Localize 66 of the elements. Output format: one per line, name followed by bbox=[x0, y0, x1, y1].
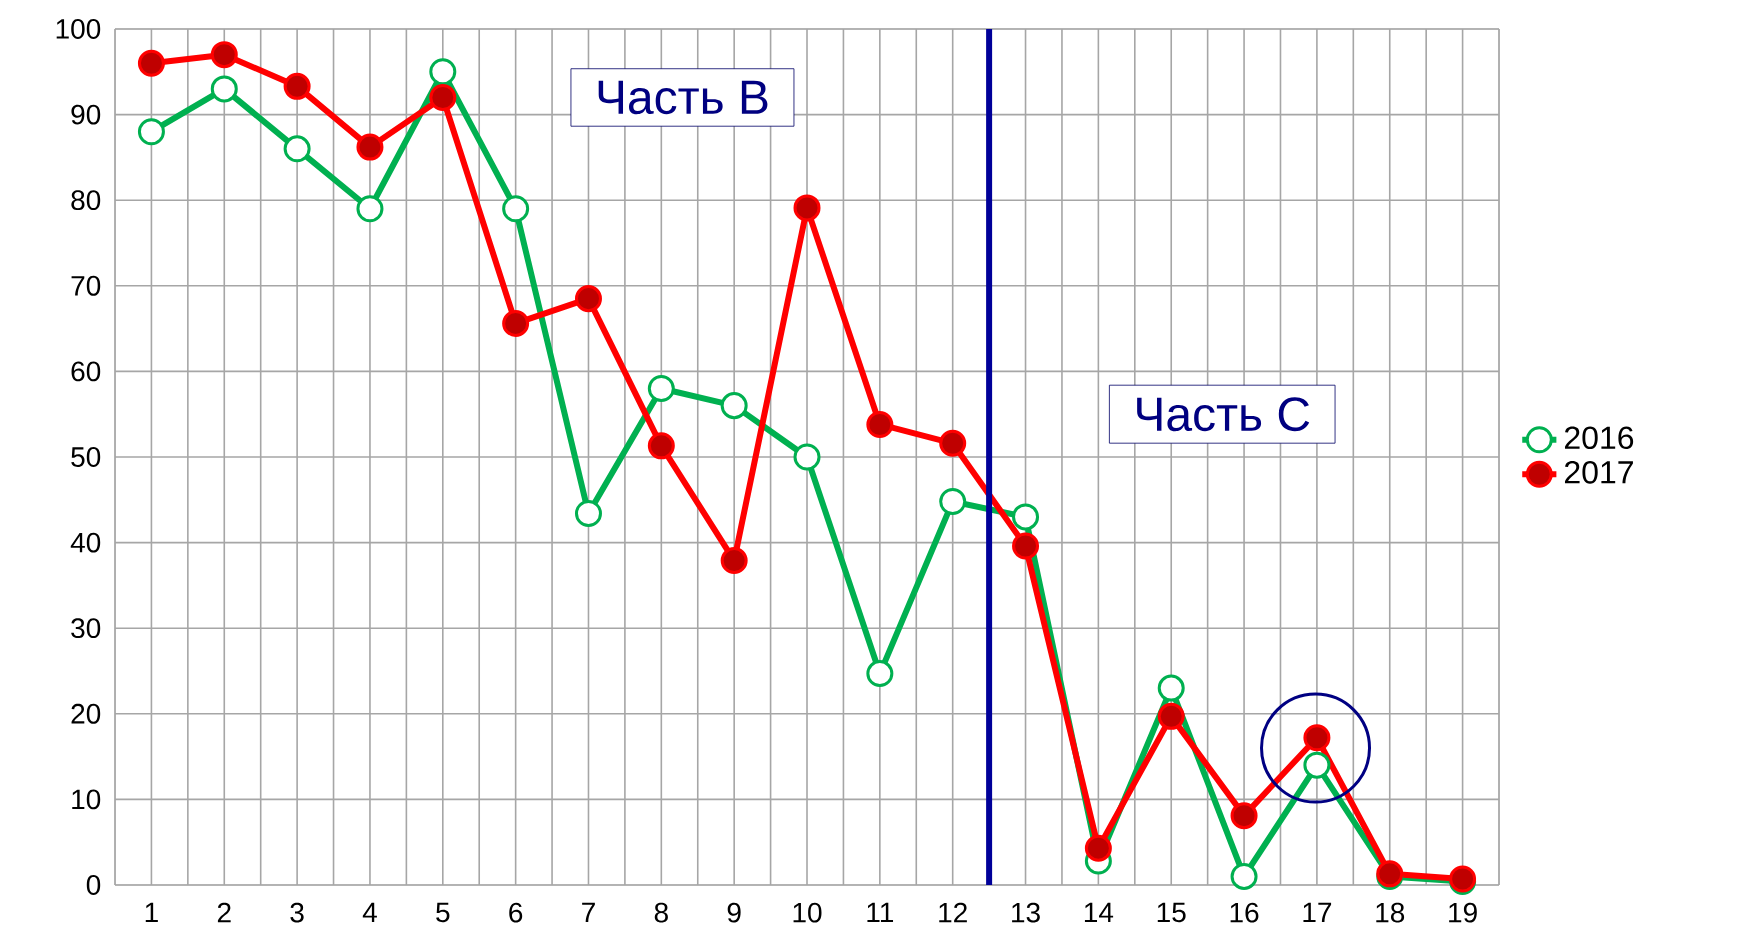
point bbox=[939, 429, 967, 457]
point bbox=[720, 547, 748, 575]
x-tick-label: 3 bbox=[290, 902, 304, 923]
x-tick-label: 4 bbox=[362, 902, 377, 922]
point bbox=[210, 41, 238, 69]
point bbox=[1303, 751, 1331, 779]
x-tick-label: 14 bbox=[1084, 902, 1114, 922]
point bbox=[429, 58, 457, 86]
y-tick-label: 0 bbox=[86, 875, 101, 895]
point bbox=[502, 309, 530, 337]
point bbox=[793, 194, 821, 222]
y-tick-label: 100 bbox=[56, 19, 101, 39]
point bbox=[356, 195, 384, 223]
x-tick-label: 16 bbox=[1230, 902, 1259, 923]
point bbox=[429, 83, 457, 111]
point bbox=[1230, 802, 1258, 830]
point bbox=[866, 410, 894, 438]
y-tick-label: 50 bbox=[71, 447, 101, 467]
y-tick-label: 40 bbox=[70, 532, 101, 553]
x-tick-label: 7 bbox=[582, 902, 595, 922]
point bbox=[502, 195, 530, 223]
legend-label: 2017 bbox=[1564, 461, 1633, 484]
point bbox=[574, 499, 602, 527]
x-tick-label: 6 bbox=[509, 902, 523, 923]
x-tick-label: 15 bbox=[1157, 902, 1186, 923]
point bbox=[1157, 702, 1185, 730]
x-tick-label: 9 bbox=[727, 902, 741, 923]
x-tick-label: 10 bbox=[793, 902, 822, 923]
y-tick-label: 80 bbox=[71, 190, 101, 211]
y-tick-label: 20 bbox=[71, 703, 101, 724]
point bbox=[866, 660, 894, 688]
point bbox=[356, 133, 384, 161]
point bbox=[210, 75, 238, 103]
point bbox=[1157, 674, 1185, 702]
legend-label: 2016 bbox=[1564, 426, 1634, 450]
x-tick-label: 11 bbox=[867, 902, 894, 922]
annotation: Часть B bbox=[598, 80, 768, 115]
y-tick-label: 10 bbox=[72, 789, 101, 810]
point bbox=[939, 487, 967, 515]
annotation: Часть C bbox=[1137, 397, 1310, 432]
x-tick-label: 19 bbox=[1449, 902, 1477, 923]
point bbox=[720, 392, 748, 420]
point bbox=[793, 443, 821, 471]
x-tick-label: 17 bbox=[1303, 902, 1332, 922]
y-tick-label: 60 bbox=[71, 361, 101, 382]
x-tick-label: 1 bbox=[145, 902, 158, 922]
x-tick-label: 18 bbox=[1376, 902, 1405, 923]
point bbox=[137, 118, 165, 146]
point bbox=[1230, 862, 1258, 890]
x-tick-label: 13 bbox=[1012, 902, 1040, 923]
point bbox=[283, 72, 311, 100]
x-tick-label: 8 bbox=[654, 902, 668, 923]
point bbox=[1012, 503, 1040, 531]
point bbox=[647, 375, 675, 403]
point bbox=[283, 135, 311, 163]
x-tick-label: 12 bbox=[939, 902, 967, 923]
point bbox=[1012, 532, 1040, 560]
y-tick-label: 30 bbox=[71, 618, 101, 639]
point bbox=[574, 285, 602, 313]
point bbox=[1084, 834, 1112, 862]
y-tick-label: 70 bbox=[71, 275, 101, 296]
point bbox=[647, 432, 675, 460]
point bbox=[137, 49, 165, 77]
y-tick-label: 90 bbox=[71, 104, 101, 125]
x-tick-label: 2 bbox=[217, 902, 231, 923]
x-tick-label: 5 bbox=[436, 902, 450, 923]
